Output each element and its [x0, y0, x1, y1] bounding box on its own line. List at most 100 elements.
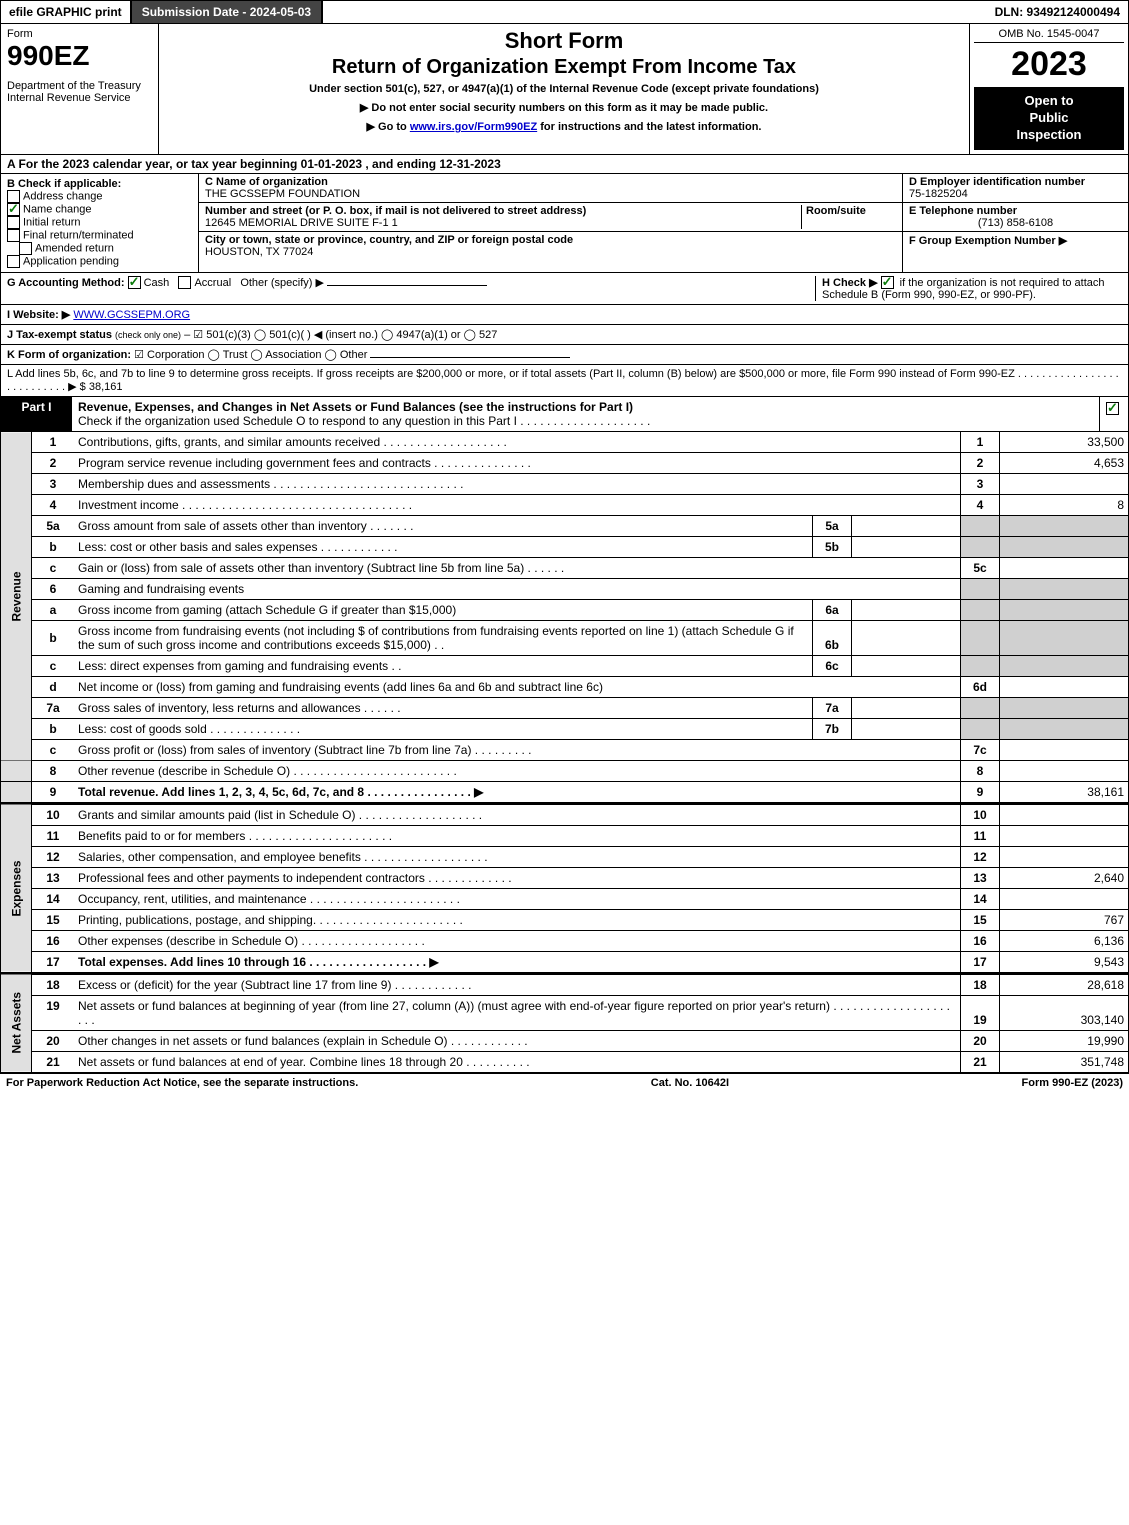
sv	[852, 656, 961, 677]
ln: c	[32, 558, 75, 579]
rn	[961, 516, 1000, 537]
c-city-hdr: City or town, state or province, country…	[205, 234, 573, 246]
ld: Total revenue. Add lines 1, 2, 3, 4, 5c,…	[74, 782, 961, 803]
rn	[961, 698, 1000, 719]
k-other-input[interactable]	[370, 357, 570, 358]
sv	[852, 698, 961, 719]
website-link[interactable]: WWW.GCSSEPM.ORG	[73, 309, 190, 321]
rv: 8	[1000, 495, 1129, 516]
rv	[1000, 656, 1129, 677]
chk-label: Application pending	[23, 255, 119, 267]
ln: 14	[32, 889, 75, 910]
ld: Gross income from fundraising events (no…	[74, 621, 813, 656]
rv	[1000, 761, 1129, 782]
open-to-public: Open to Public Inspection	[974, 87, 1124, 150]
sn: 6c	[813, 656, 852, 677]
rn: 6d	[961, 677, 1000, 698]
i-label: I Website: ▶	[7, 309, 70, 321]
ln: 16	[32, 931, 75, 952]
g-label: G Accounting Method:	[7, 277, 125, 289]
rv	[1000, 516, 1129, 537]
header-right: OMB No. 1545-0047 2023 Open to Public In…	[969, 24, 1128, 154]
ln: 11	[32, 826, 75, 847]
checkbox-icon[interactable]	[128, 276, 141, 289]
checkbox-icon	[19, 242, 32, 255]
rv: 28,618	[1000, 974, 1129, 996]
ln: 7a	[32, 698, 75, 719]
c-name-row: C Name of organization THE GCSSEPM FOUND…	[199, 174, 902, 203]
sv	[852, 719, 961, 740]
g-other-input[interactable]	[327, 285, 487, 286]
ln: 21	[32, 1052, 75, 1073]
tax-year: 2023	[974, 47, 1124, 81]
ld: Investment income . . . . . . . . . . . …	[74, 495, 961, 516]
chk-final-return[interactable]: Final return/terminated	[7, 229, 192, 242]
checkbox-icon	[7, 255, 20, 268]
chk-name-change[interactable]: Name change	[7, 203, 192, 216]
rv	[1000, 698, 1129, 719]
ld: Gaming and fundraising events	[74, 579, 961, 600]
ln: b	[32, 537, 75, 558]
sn: 6b	[813, 621, 852, 656]
chk-address-change[interactable]: Address change	[7, 190, 192, 203]
checkbox-icon[interactable]	[881, 276, 894, 289]
rn	[961, 537, 1000, 558]
rn	[961, 621, 1000, 656]
rn: 9	[961, 782, 1000, 803]
ld: Grants and similar amounts paid (list in…	[74, 804, 961, 826]
chk-label: Initial return	[23, 216, 80, 228]
rn	[961, 656, 1000, 677]
sn: 5b	[813, 537, 852, 558]
sn: 6a	[813, 600, 852, 621]
rn: 18	[961, 974, 1000, 996]
ld: Other revenue (describe in Schedule O) .…	[74, 761, 961, 782]
e-hdr: E Telephone number	[909, 205, 1017, 217]
rv: 2,640	[1000, 868, 1129, 889]
checkbox-icon[interactable]	[178, 276, 191, 289]
rn: 7c	[961, 740, 1000, 761]
top-bar: efile GRAPHIC print Submission Date - 20…	[0, 0, 1129, 24]
efile-print[interactable]: efile GRAPHIC print	[1, 1, 132, 23]
open3: Inspection	[978, 127, 1120, 144]
c-name-hdr: C Name of organization	[205, 176, 328, 188]
row-gh: G Accounting Method: Cash Accrual Other …	[0, 273, 1129, 306]
irs-link[interactable]: www.irs.gov/Form990EZ	[410, 121, 537, 133]
ld: Professional fees and other payments to …	[74, 868, 961, 889]
j-opts: – ☑ 501(c)(3) ◯ 501(c)( ) ◀ (insert no.)…	[184, 329, 497, 341]
rn	[961, 579, 1000, 600]
f-hdr: F Group Exemption Number ▶	[909, 235, 1067, 247]
rv: 351,748	[1000, 1052, 1129, 1073]
footer-mid: Cat. No. 10642I	[651, 1077, 729, 1089]
ln: 20	[32, 1031, 75, 1052]
part1-check[interactable]	[1099, 397, 1128, 431]
chk-amended-return[interactable]: Amended return	[7, 242, 192, 255]
telephone: (713) 858-6108	[909, 217, 1122, 229]
chk-label: Address change	[23, 190, 103, 202]
side-expenses: Expenses	[1, 804, 32, 973]
ln: 9	[32, 782, 75, 803]
rn: 3	[961, 474, 1000, 495]
sv	[852, 621, 961, 656]
sv	[852, 516, 961, 537]
header-center: Short Form Return of Organization Exempt…	[159, 24, 969, 154]
ln: 15	[32, 910, 75, 931]
part1-check-note: Check if the organization used Schedule …	[78, 414, 650, 428]
rn: 17	[961, 952, 1000, 973]
rv	[1000, 600, 1129, 621]
rv	[1000, 889, 1129, 910]
rn: 19	[961, 996, 1000, 1031]
ln: a	[32, 600, 75, 621]
j-note: (check only one)	[115, 330, 181, 340]
ld: Membership dues and assessments . . . . …	[74, 474, 961, 495]
ld: Occupancy, rent, utilities, and maintena…	[74, 889, 961, 910]
rv	[1000, 740, 1129, 761]
g-cash: Cash	[144, 277, 170, 289]
row-l: L Add lines 5b, 6c, and 7b to line 9 to …	[0, 365, 1129, 397]
omb-number: OMB No. 1545-0047	[974, 28, 1124, 43]
open1: Open to	[978, 93, 1120, 110]
checkbox-icon	[7, 203, 20, 216]
org-name: THE GCSSEPM FOUNDATION	[205, 188, 360, 200]
chk-application-pending[interactable]: Application pending	[7, 255, 192, 268]
chk-initial-return[interactable]: Initial return	[7, 216, 192, 229]
f-cell: F Group Exemption Number ▶	[903, 232, 1128, 249]
